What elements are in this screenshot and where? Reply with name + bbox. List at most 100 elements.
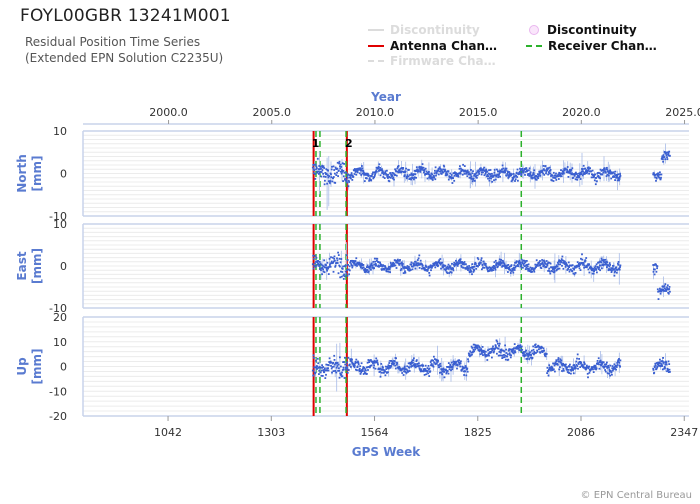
data-point xyxy=(420,267,423,270)
legend-item-discontinuity-dot[interactable]: Discontinuity xyxy=(526,23,637,37)
data-point xyxy=(366,174,369,177)
data-point xyxy=(379,174,382,177)
data-point xyxy=(653,264,656,266)
data-point xyxy=(542,172,545,175)
data-point xyxy=(439,263,442,266)
data-point xyxy=(560,261,563,264)
data-point xyxy=(604,258,607,261)
data-point xyxy=(502,356,505,359)
data-point xyxy=(364,174,367,176)
data-point xyxy=(378,265,380,268)
data-point xyxy=(657,361,659,364)
data-point xyxy=(367,366,370,368)
data-point xyxy=(473,175,475,177)
data-point xyxy=(660,158,663,160)
data-point xyxy=(498,351,501,353)
data-point xyxy=(318,373,320,375)
data-point xyxy=(425,266,428,268)
data-point xyxy=(356,170,359,172)
data-point xyxy=(523,265,526,268)
x-axis-tick-label: 1564 xyxy=(361,426,389,439)
data-point xyxy=(500,259,502,261)
data-point xyxy=(617,173,620,176)
data-point xyxy=(510,354,512,357)
data-point xyxy=(546,366,549,369)
data-point xyxy=(361,172,364,175)
data-point xyxy=(613,363,616,366)
data-point xyxy=(575,367,577,370)
data-point xyxy=(609,370,612,372)
data-point xyxy=(547,173,549,176)
data-point xyxy=(472,178,475,181)
data-point xyxy=(321,166,324,169)
data-point xyxy=(551,366,554,369)
data-point xyxy=(376,360,378,363)
data-point xyxy=(653,268,655,271)
data-point xyxy=(539,351,542,354)
data-point xyxy=(473,180,476,182)
data-point xyxy=(590,266,593,269)
data-point xyxy=(515,171,518,174)
data-point xyxy=(426,269,429,271)
data-point xyxy=(591,366,594,369)
data-point xyxy=(478,345,480,348)
data-point xyxy=(456,363,459,366)
data-point xyxy=(461,263,464,266)
data-point xyxy=(478,263,481,265)
data-point xyxy=(566,166,569,168)
data-point xyxy=(606,372,609,375)
legend-item-discontinuity-line[interactable]: Discontinuity xyxy=(368,23,480,37)
data-point xyxy=(395,363,398,366)
data-point xyxy=(652,173,655,176)
data-point xyxy=(400,261,403,264)
data-point xyxy=(383,371,385,374)
data-point xyxy=(468,354,470,357)
data-point xyxy=(600,257,603,260)
data-point xyxy=(426,367,429,369)
data-point xyxy=(580,172,582,174)
legend-item-antenna-change[interactable]: Antenna Chan… xyxy=(368,39,497,53)
data-point xyxy=(486,268,489,271)
data-point xyxy=(453,261,456,264)
data-point xyxy=(567,268,569,270)
data-point xyxy=(567,176,570,178)
data-point xyxy=(528,352,531,355)
data-point xyxy=(538,348,540,351)
data-point xyxy=(526,264,528,266)
data-point xyxy=(400,262,402,265)
data-point xyxy=(376,259,378,262)
data-point xyxy=(457,174,459,177)
data-point xyxy=(451,365,454,368)
data-point xyxy=(313,356,315,359)
data-point xyxy=(562,261,564,264)
data-point xyxy=(334,172,336,175)
data-point xyxy=(324,266,326,269)
data-point xyxy=(488,179,491,182)
legend-item-receiver-change[interactable]: Receiver Chan… xyxy=(526,39,657,53)
data-point xyxy=(379,262,381,264)
data-point xyxy=(653,365,656,368)
data-point xyxy=(331,371,333,374)
y-tick-label: -10 xyxy=(49,385,67,398)
data-point xyxy=(318,260,321,263)
data-point xyxy=(364,269,367,271)
data-point xyxy=(422,370,425,373)
data-point xyxy=(590,170,593,173)
data-point xyxy=(597,268,600,270)
data-point xyxy=(504,169,507,172)
data-point xyxy=(455,360,458,363)
data-point xyxy=(521,261,524,264)
data-point xyxy=(586,372,589,375)
data-point xyxy=(529,269,532,272)
data-point xyxy=(514,266,517,269)
data-point xyxy=(325,264,327,267)
data-point xyxy=(339,167,342,170)
data-point xyxy=(530,271,532,273)
data-point xyxy=(549,270,551,273)
legend-item-firmware-change[interactable]: Firmware Cha… xyxy=(368,54,496,68)
data-point xyxy=(504,266,507,269)
data-point xyxy=(415,360,418,362)
data-point xyxy=(524,354,527,357)
data-point xyxy=(606,166,608,169)
data-point xyxy=(329,262,332,265)
